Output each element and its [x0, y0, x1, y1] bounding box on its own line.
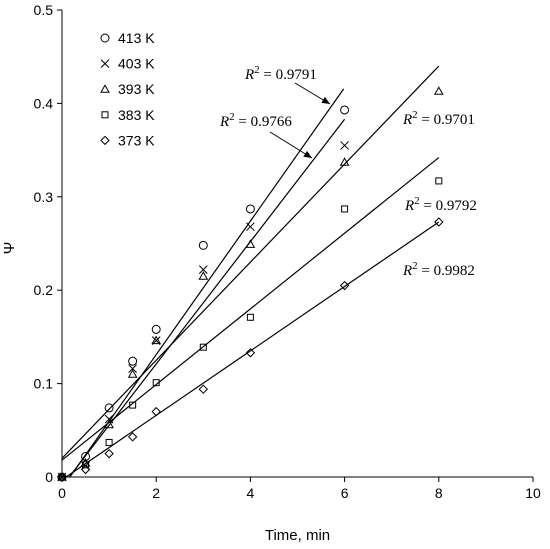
data-point-393-k: [127, 369, 138, 378]
r2-label: R2 = 0.9701: [402, 109, 475, 128]
x-marker-stroke: [340, 141, 349, 150]
data-point-393-k: [198, 271, 209, 280]
data-points: [57, 86, 444, 482]
legend-label-403-k: 403 K: [118, 56, 155, 72]
y-tick-label: 0.1: [34, 376, 54, 392]
data-point-373-k: [339, 280, 350, 291]
legend-marker-413-k: [100, 33, 110, 43]
data-point-393-k: [104, 419, 114, 429]
data-point-413-k: [340, 105, 350, 115]
x-tick-label: 6: [341, 485, 349, 501]
fit-line-393-k: [61, 65, 440, 459]
axes: 0 2 4 6 8 10 0 0.1 0.2 0.3 0.4 0.5: [34, 2, 541, 501]
r2-label: R2 = 0.9792: [404, 195, 477, 214]
data-point-413-k: [245, 204, 255, 214]
data-point-373-k: [245, 348, 256, 358]
data-point-393-k: [433, 86, 444, 95]
data-point-413-k: [81, 451, 91, 461]
x-tick-label: 10: [525, 485, 541, 501]
fit-line-413-k: [69, 88, 345, 478]
x-marker-stroke: [128, 364, 138, 374]
data-point-403-k: [128, 364, 138, 374]
data-point-383-k: [152, 379, 160, 387]
y-tick-label: 0.4: [34, 95, 54, 111]
data-point-413-k: [128, 356, 138, 366]
data-point-403-k: [340, 141, 349, 150]
data-point-373-k: [104, 448, 114, 459]
data-point-373-k: [198, 384, 209, 394]
r2-arrowhead: [303, 150, 312, 158]
data-point-383-k: [58, 473, 66, 481]
fit-lines: [61, 65, 440, 478]
legend-marker-373-k: [100, 135, 110, 146]
y-tick-label: 0.2: [34, 282, 54, 298]
x-axis-label: Time, min: [265, 527, 330, 544]
r2-label: R2 = 0.9982: [402, 260, 475, 279]
data-point-383-k: [435, 177, 443, 185]
data-point-383-k: [129, 401, 137, 409]
x-marker-stroke: [100, 59, 110, 68]
x-marker-stroke: [198, 265, 208, 275]
data-point-403-k: [198, 265, 208, 275]
legend-marker-393-k: [100, 84, 110, 93]
data-point-373-k: [57, 472, 67, 482]
fit-line-383-k: [61, 157, 440, 461]
data-point-393-k: [245, 239, 256, 248]
r2-label: R2 = 0.9766: [219, 111, 292, 130]
data-point-373-k: [80, 464, 91, 475]
x-tick-label: 0: [58, 485, 66, 501]
data-point-383-k: [199, 343, 207, 351]
data-point-413-k: [151, 324, 161, 334]
r2-arrowhead: [321, 96, 330, 104]
data-point-393-k: [151, 335, 162, 345]
x-tick-label: 4: [247, 485, 255, 501]
legend-marker-403-k: [100, 59, 110, 68]
x-tick-label: 2: [152, 485, 160, 501]
r2-label: R2 = 0.9791: [244, 64, 317, 83]
legend-label-383-k: 383 K: [118, 107, 155, 123]
data-point-383-k: [341, 205, 349, 213]
r2-labels: R2 = 0.9791 R2 = 0.9766 R2 = 0.9701 R2 = 0.…: [219, 64, 477, 279]
data-point-373-k: [434, 217, 444, 227]
y-tick-label: 0.5: [34, 2, 54, 18]
legend-label-373-k: 373 K: [118, 132, 155, 148]
legend-label-393-k: 393 K: [118, 81, 155, 97]
data-point-393-k: [339, 157, 350, 166]
legend-label-413-k: 413 K: [118, 30, 155, 46]
x-marker-stroke: [104, 414, 114, 424]
data-point-383-k: [82, 461, 90, 469]
data-point-373-k: [127, 432, 138, 442]
legend: 413 K 403 K 393 K 383 K 373 K: [100, 30, 155, 148]
x-tick-label: 8: [435, 485, 443, 501]
data-point-413-k: [198, 240, 208, 250]
data-point-403-k: [246, 222, 255, 232]
data-point-413-k: [104, 403, 114, 413]
y-tick-label: 0: [45, 469, 53, 485]
legend-marker-383-k: [101, 111, 109, 119]
data-point-373-k: [151, 406, 161, 417]
data-point-383-k: [246, 313, 254, 321]
r2-arrow: [269, 131, 313, 159]
y-tick-label: 0.3: [34, 189, 54, 205]
x-marker-stroke: [246, 222, 255, 232]
y-axis-label: Ψ: [1, 242, 18, 255]
fit-line-373-k: [65, 221, 440, 478]
data-point-383-k: [105, 438, 113, 446]
data-point-403-k: [104, 414, 114, 424]
